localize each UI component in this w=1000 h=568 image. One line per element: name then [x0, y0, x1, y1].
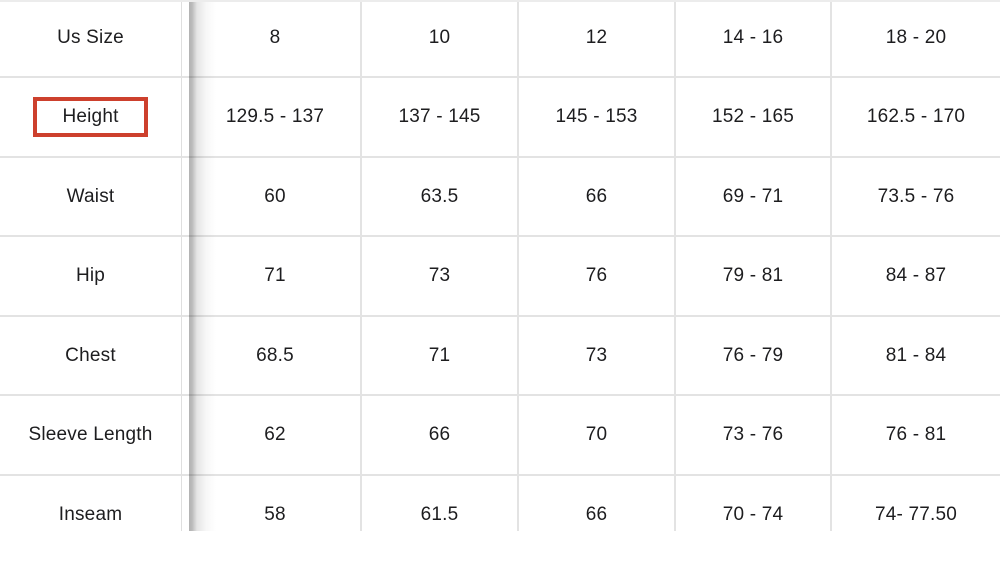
- row-label-height: Height: [0, 78, 182, 158]
- column-gap: [182, 476, 190, 531]
- table-cell-us-size-col2: 10: [362, 0, 519, 78]
- annotation-highlight-box: Height: [33, 97, 148, 137]
- row-label-text: Chest: [65, 344, 116, 366]
- table-cell-us-size-col3: 12: [519, 0, 676, 78]
- row-label-text: Us Size: [57, 27, 124, 48]
- table-cell-sleeve-length-col4: 73 - 76: [676, 396, 832, 476]
- table-cell-waist-col4: 69 - 71: [676, 158, 832, 237]
- table-cell-height-col1: 129.5 - 137: [190, 78, 362, 158]
- table-cell-hip-col4: 79 - 81: [676, 237, 832, 317]
- table-cell-height-col5: 162.5 - 170: [832, 78, 1000, 158]
- row-label-hip: Hip: [0, 237, 182, 317]
- table-cell-waist-col1: 60: [190, 158, 362, 237]
- table-cell-hip-col2: 73: [362, 237, 519, 317]
- table-cell-chest-col2: 71: [362, 317, 519, 396]
- size-chart-table: Us Size 8 10 12 14 - 16 18 - 20 Height 129.5 - …: [0, 0, 1000, 531]
- row-label-text: Waist: [66, 185, 115, 207]
- row-label-sleeve-length: Sleeve Length: [0, 396, 182, 476]
- table-cell-us-size-col1: 8: [190, 0, 362, 78]
- table-cell-hip-col5: 84 - 87: [832, 237, 1000, 317]
- table-cell-sleeve-length-col3: 70: [519, 396, 676, 476]
- row-label-text: Hip: [75, 265, 106, 286]
- table-cell-waist-col3: 66: [519, 158, 676, 237]
- table-cell-height-col4: 152 - 165: [676, 78, 832, 158]
- table-cell-us-size-col4: 14 - 16: [676, 0, 832, 78]
- table-cell-hip-col1: 71: [190, 237, 362, 317]
- column-gap: [182, 78, 190, 158]
- row-label-text: Sleeve Length: [28, 424, 153, 445]
- column-gap: [182, 396, 190, 476]
- table-cell-hip-col3: 76: [519, 237, 676, 317]
- table-cell-waist-col2: 63.5: [362, 158, 519, 237]
- table-cell-chest-col4: 76 - 79: [676, 317, 832, 396]
- table-cell-sleeve-length-col1: 62: [190, 396, 362, 476]
- table-cell-height-col2: 137 - 145: [362, 78, 519, 158]
- row-label-inseam: Inseam: [0, 476, 182, 531]
- table-cell-inseam-col4: 70 - 74: [676, 476, 832, 531]
- row-label-us-size: Us Size: [0, 0, 182, 78]
- table-cell-sleeve-length-col2: 66: [362, 396, 519, 476]
- table-cell-chest-col5: 81 - 84: [832, 317, 1000, 396]
- table-cell-chest-col3: 73: [519, 317, 676, 396]
- table-cell-inseam-col5: 74- 77.50: [832, 476, 1000, 531]
- table-cell-height-col3: 145 - 153: [519, 78, 676, 158]
- table-cell-us-size-col5: 18 - 20: [832, 0, 1000, 78]
- column-gap: [182, 317, 190, 396]
- table-cell-inseam-col3: 66: [519, 476, 676, 531]
- column-gap: [182, 237, 190, 317]
- table-cell-sleeve-length-col5: 76 - 81: [832, 396, 1000, 476]
- row-label-text: Inseam: [58, 504, 123, 525]
- table-cell-inseam-col1: 58: [190, 476, 362, 531]
- size-chart-grid: Us Size 8 10 12 14 - 16 18 - 20 Height 129.5 - …: [0, 0, 1000, 531]
- row-label-waist: Waist: [0, 158, 182, 237]
- table-cell-chest-col1: 68.5: [190, 317, 362, 396]
- table-cell-waist-col5: 73.5 - 76: [832, 158, 1000, 237]
- table-cell-inseam-col2: 61.5: [362, 476, 519, 531]
- column-gap: [182, 158, 190, 237]
- row-label-text: Height: [62, 106, 119, 127]
- column-gap: [182, 0, 190, 78]
- row-label-chest: Chest: [0, 317, 182, 396]
